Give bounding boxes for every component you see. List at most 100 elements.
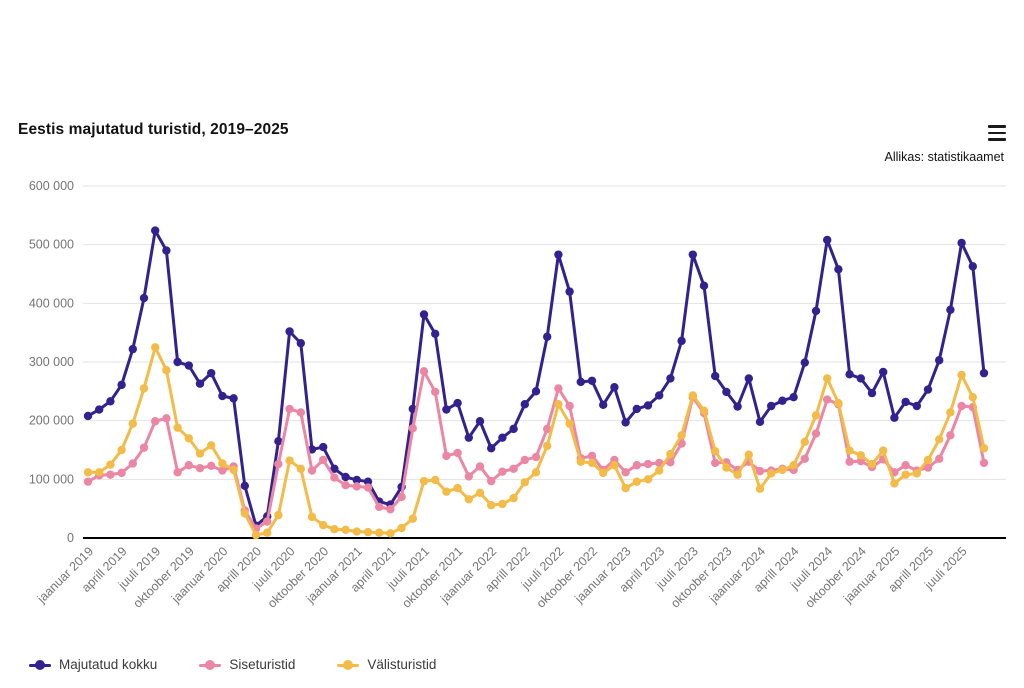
- data-point[interactable]: [330, 464, 339, 473]
- data-point[interactable]: [240, 481, 249, 490]
- data-point[interactable]: [319, 520, 328, 530]
- data-point[interactable]: [856, 374, 865, 383]
- data-point[interactable]: [923, 463, 933, 472]
- data-point[interactable]: [229, 394, 238, 403]
- data-point[interactable]: [621, 468, 630, 477]
- data-point[interactable]: [520, 455, 529, 465]
- data-point[interactable]: [811, 306, 821, 316]
- data-point[interactable]: [195, 463, 205, 473]
- data-point[interactable]: [666, 458, 675, 467]
- data-point[interactable]: [800, 358, 809, 367]
- data-point[interactable]: [453, 398, 462, 408]
- data-point[interactable]: [834, 265, 843, 274]
- data-point[interactable]: [778, 465, 787, 475]
- data-point[interactable]: [453, 483, 462, 493]
- data-point[interactable]: [711, 371, 720, 381]
- data-point[interactable]: [666, 374, 675, 383]
- data-point[interactable]: [587, 376, 597, 385]
- data-point[interactable]: [587, 451, 597, 461]
- data-point[interactable]: [811, 429, 821, 438]
- data-point[interactable]: [957, 370, 966, 380]
- data-point[interactable]: [621, 418, 630, 427]
- data-point[interactable]: [957, 238, 966, 248]
- data-point[interactable]: [419, 476, 429, 486]
- data-point[interactable]: [688, 391, 697, 400]
- data-point[interactable]: [442, 405, 451, 414]
- data-point[interactable]: [531, 452, 541, 462]
- data-point[interactable]: [643, 401, 653, 410]
- data-point[interactable]: [296, 339, 305, 348]
- data-point[interactable]: [811, 411, 821, 420]
- data-point[interactable]: [218, 391, 227, 401]
- data-point[interactable]: [274, 459, 283, 469]
- data-point[interactable]: [498, 467, 507, 476]
- data-point[interactable]: [823, 374, 832, 383]
- data-point[interactable]: [375, 528, 384, 537]
- data-point[interactable]: [531, 468, 541, 477]
- data-point[interactable]: [755, 417, 765, 427]
- data-point[interactable]: [375, 502, 384, 512]
- data-point[interactable]: [307, 466, 317, 475]
- data-point[interactable]: [184, 361, 193, 370]
- data-point[interactable]: [207, 368, 216, 378]
- data-point[interactable]: [83, 468, 93, 477]
- data-point[interactable]: [139, 443, 149, 452]
- data-point[interactable]: [587, 458, 597, 468]
- data-point[interactable]: [800, 454, 809, 463]
- data-point[interactable]: [867, 459, 877, 469]
- data-point[interactable]: [677, 431, 686, 440]
- data-point[interactable]: [285, 327, 294, 336]
- data-point[interactable]: [576, 377, 585, 387]
- data-point[interactable]: [599, 468, 608, 478]
- data-point[interactable]: [106, 470, 115, 479]
- data-point[interactable]: [968, 393, 977, 402]
- data-point[interactable]: [128, 419, 137, 428]
- data-point[interactable]: [621, 483, 630, 493]
- data-point[interactable]: [733, 402, 742, 411]
- data-point[interactable]: [823, 235, 832, 245]
- data-point[interactable]: [195, 379, 205, 388]
- data-point[interactable]: [117, 380, 126, 390]
- data-point[interactable]: [330, 525, 339, 534]
- data-point[interactable]: [341, 472, 350, 482]
- data-point[interactable]: [890, 413, 899, 422]
- data-point[interactable]: [599, 400, 608, 410]
- data-point[interactable]: [207, 461, 216, 471]
- data-point[interactable]: [755, 484, 765, 493]
- data-point[interactable]: [901, 470, 910, 479]
- data-point[interactable]: [487, 444, 496, 453]
- data-point[interactable]: [923, 455, 933, 465]
- data-point[interactable]: [509, 493, 518, 503]
- data-point[interactable]: [453, 448, 462, 458]
- data-point[interactable]: [151, 417, 160, 426]
- data-point[interactable]: [139, 293, 149, 303]
- data-point[interactable]: [543, 332, 552, 341]
- data-point[interactable]: [162, 366, 171, 375]
- data-point[interactable]: [184, 434, 193, 443]
- data-point[interactable]: [699, 406, 709, 415]
- data-point[interactable]: [979, 444, 989, 453]
- data-point[interactable]: [419, 367, 429, 376]
- data-point[interactable]: [733, 470, 742, 479]
- data-point[interactable]: [83, 411, 93, 421]
- data-point[interactable]: [845, 446, 854, 455]
- data-point[interactable]: [845, 457, 854, 466]
- data-point[interactable]: [744, 374, 753, 383]
- data-point[interactable]: [442, 451, 451, 461]
- data-point[interactable]: [173, 468, 182, 477]
- data-point[interactable]: [946, 408, 955, 417]
- data-point[interactable]: [565, 401, 574, 411]
- data-point[interactable]: [363, 483, 373, 492]
- data-point[interactable]: [767, 401, 776, 411]
- data-point[interactable]: [162, 414, 171, 423]
- data-point[interactable]: [442, 487, 451, 496]
- data-point[interactable]: [643, 475, 653, 484]
- data-point[interactable]: [789, 461, 798, 470]
- data-point[interactable]: [632, 461, 641, 470]
- data-point[interactable]: [655, 466, 664, 475]
- data-point[interactable]: [296, 464, 305, 473]
- data-point[interactable]: [139, 384, 149, 393]
- data-point[interactable]: [722, 463, 731, 472]
- data-point[interactable]: [285, 456, 294, 465]
- data-point[interactable]: [352, 527, 361, 536]
